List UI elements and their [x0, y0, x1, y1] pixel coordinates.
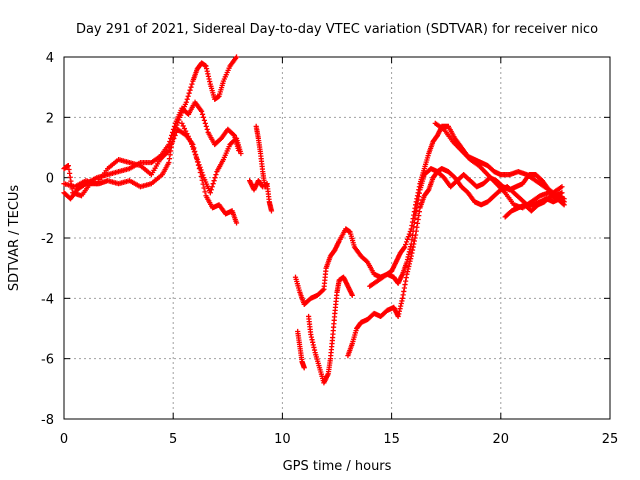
data-point: [208, 187, 214, 193]
chart-title: Day 291 of 2021, Sidereal Day-to-day VTE…: [76, 22, 598, 37]
x-axis-label: GPS time / hours: [283, 459, 392, 474]
data-point: [198, 108, 205, 114]
data-point: [233, 54, 240, 60]
data-point: [188, 138, 194, 145]
series-track-h: [295, 328, 307, 371]
y-axis-ticks: -8 -6 -4 -2 0 2 4: [41, 51, 610, 428]
data-point: [190, 146, 197, 152]
data-point: [403, 239, 410, 245]
y-tick-label: -2: [41, 232, 54, 247]
data-point: [406, 231, 412, 237]
data-point: [213, 172, 219, 178]
data-point: [168, 141, 174, 148]
data-point: [201, 117, 207, 123]
data-point: [207, 190, 213, 196]
data-point: [199, 111, 206, 117]
data-point: [191, 149, 198, 155]
data-point: [238, 150, 244, 157]
series-track-d: [179, 120, 244, 196]
data-point: [188, 84, 194, 90]
data-point: [402, 244, 408, 250]
data-point: [320, 287, 326, 293]
data-point: [183, 99, 189, 105]
data-point: [209, 184, 215, 190]
data-point: [233, 220, 240, 226]
data-point: [169, 138, 176, 145]
data-point: [210, 181, 216, 187]
data-point: [560, 201, 566, 207]
x-tick-label: 5: [169, 432, 177, 447]
data-point: [559, 190, 565, 196]
series-track-g: [292, 123, 565, 307]
y-tick-label: -8: [41, 413, 54, 428]
y-tick-label: 4: [46, 51, 54, 66]
data-point: [194, 156, 200, 163]
data-point: [200, 114, 207, 120]
data-point: [172, 132, 178, 139]
series-track-i: [306, 274, 355, 386]
y-tick-label: 2: [46, 111, 54, 126]
data-point: [201, 185, 207, 191]
series-track-e: [253, 123, 275, 214]
x-axis-ticks: 0 5 10 15 20 25: [60, 57, 618, 447]
data-point: [171, 123, 178, 129]
data-point: [559, 184, 565, 190]
data-point: [192, 151, 198, 157]
x-tick-label: 10: [274, 432, 291, 447]
data-point: [198, 167, 204, 173]
data-point: [561, 202, 567, 208]
series-track-m: [502, 193, 567, 220]
data-point: [199, 169, 205, 176]
series-track-j: [345, 166, 567, 359]
data-point: [202, 189, 208, 195]
data-point: [167, 144, 173, 151]
data-point: [186, 90, 192, 96]
data-point: [189, 81, 195, 87]
y-tick-label: 0: [46, 172, 54, 187]
data-point: [195, 159, 201, 165]
series-track-a: [61, 54, 240, 199]
data-point: [301, 365, 307, 371]
data-point: [230, 131, 237, 138]
data-point: [211, 178, 217, 184]
data-point: [204, 126, 210, 132]
x-tick-label: 20: [493, 432, 510, 447]
data-point: [189, 144, 196, 150]
y-tick-label: -4: [41, 292, 54, 307]
data-point: [268, 208, 275, 214]
y-tick-label: -6: [41, 353, 54, 368]
data-point: [212, 175, 218, 181]
data-point: [171, 135, 177, 142]
x-tick-label: 25: [602, 432, 619, 447]
series-track-k: [367, 166, 565, 289]
y-axis-label: SDTVAR / TECUs: [7, 185, 22, 292]
data-point: [197, 164, 203, 170]
data-point: [405, 234, 412, 240]
x-tick-label: 0: [60, 432, 68, 447]
data-point: [404, 236, 411, 242]
data-point: [166, 147, 172, 154]
data-point: [203, 123, 209, 129]
data-point: [196, 162, 202, 168]
data-point: [200, 172, 206, 178]
data-points: [61, 54, 567, 386]
data-point: [403, 241, 409, 248]
series-track-c: [61, 126, 240, 226]
data-point: [260, 184, 266, 190]
series-track-f: [247, 178, 266, 193]
data-point: [202, 120, 208, 126]
data-point: [185, 93, 191, 99]
grid-lines: [64, 57, 610, 419]
data-point: [184, 96, 190, 102]
data-point: [189, 141, 195, 147]
data-point: [193, 154, 199, 160]
data-point: [187, 87, 193, 93]
x-tick-label: 15: [383, 432, 400, 447]
data-point: [561, 196, 567, 202]
data-point: [349, 292, 355, 298]
